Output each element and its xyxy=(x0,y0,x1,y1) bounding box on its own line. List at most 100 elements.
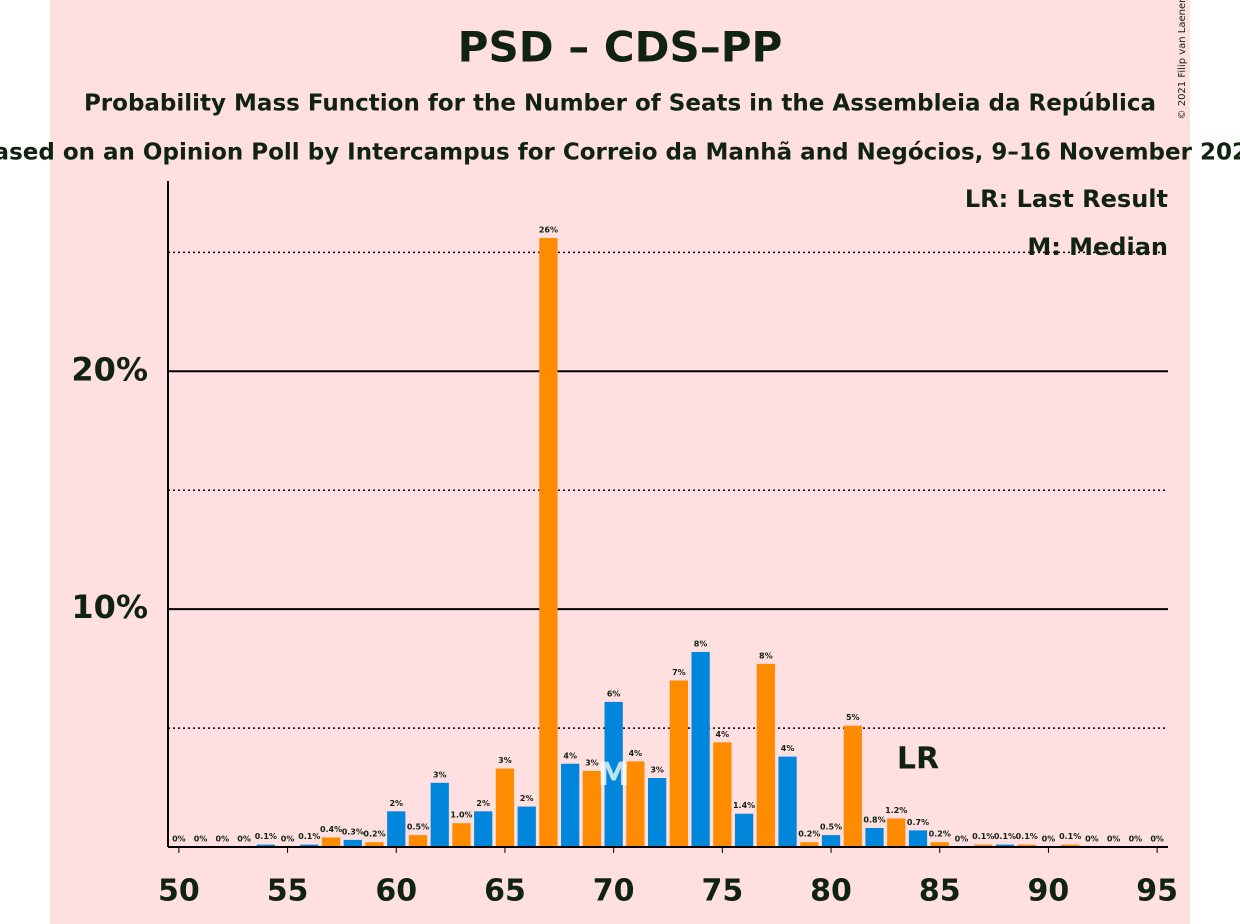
value-label: 1.4% xyxy=(733,801,755,810)
y-tick-label: 10% xyxy=(71,588,148,626)
value-label: 3% xyxy=(650,766,664,775)
value-label: 8% xyxy=(759,651,773,660)
y-tick-label: 20% xyxy=(71,350,148,388)
value-label: 0.7% xyxy=(907,818,929,827)
bar xyxy=(517,806,536,847)
value-label: 5% xyxy=(846,713,860,722)
value-label: 0.4% xyxy=(320,825,342,834)
x-tick-label: 60 xyxy=(375,874,417,909)
value-label: 3% xyxy=(585,758,599,767)
bar xyxy=(669,680,688,847)
x-tick-label: 95 xyxy=(1136,874,1178,909)
value-label: 8% xyxy=(694,639,708,648)
value-label: 0.2% xyxy=(798,830,820,839)
value-label: 2% xyxy=(520,794,534,803)
x-tick-label: 75 xyxy=(701,874,743,909)
x-tick-label: 85 xyxy=(919,874,961,909)
bar xyxy=(604,701,623,847)
bar xyxy=(300,844,319,847)
bar xyxy=(778,756,797,847)
median-marker: M xyxy=(598,755,630,793)
bar xyxy=(539,238,558,848)
value-label: 0.3% xyxy=(342,827,364,836)
value-label: 0.5% xyxy=(820,823,842,832)
value-label: 4% xyxy=(781,744,795,753)
bar xyxy=(865,827,884,847)
bar xyxy=(887,818,906,847)
value-label: 2% xyxy=(389,799,403,808)
bar xyxy=(430,782,449,847)
value-label: 7% xyxy=(672,668,686,677)
chart-subtitle: Probability Mass Function for the Number… xyxy=(84,91,1156,117)
value-label: 0.1% xyxy=(298,832,320,841)
bar xyxy=(561,763,580,847)
bar xyxy=(387,811,406,847)
bar xyxy=(930,842,949,847)
x-tick-label: 70 xyxy=(593,874,635,909)
value-label: 1.2% xyxy=(885,806,907,815)
bar xyxy=(408,835,428,847)
x-tick-label: 55 xyxy=(267,874,309,909)
bar xyxy=(495,768,515,847)
bar xyxy=(713,742,732,847)
legend-entry: LR: Last Result xyxy=(965,185,1168,213)
x-tick-label: 90 xyxy=(1028,874,1070,909)
bar xyxy=(821,835,841,847)
value-label: 0% xyxy=(1085,835,1099,844)
bar xyxy=(691,651,710,847)
x-tick-label: 50 xyxy=(158,874,200,909)
value-label: 0% xyxy=(172,835,186,844)
bar xyxy=(626,761,645,847)
value-label: 0.1% xyxy=(255,832,277,841)
bar xyxy=(995,844,1015,847)
value-label: 3% xyxy=(498,756,512,765)
value-label: 0.8% xyxy=(863,815,885,824)
value-label: 0% xyxy=(281,835,295,844)
value-label: 0.1% xyxy=(994,832,1016,841)
value-label: 0% xyxy=(1129,835,1143,844)
value-label: 3% xyxy=(433,770,447,779)
bar xyxy=(452,823,471,847)
bar xyxy=(800,842,819,847)
value-label: 0.2% xyxy=(363,830,385,839)
value-label: 0% xyxy=(194,835,208,844)
bar xyxy=(756,663,775,847)
bar xyxy=(321,837,341,847)
x-tick-label: 80 xyxy=(810,874,852,909)
value-label: 2% xyxy=(476,799,490,808)
value-label: 0% xyxy=(1107,835,1121,844)
legend-entry: M: Median xyxy=(1027,233,1168,261)
bar xyxy=(474,811,493,847)
value-label: 0% xyxy=(237,835,251,844)
copyright: © 2021 Filip van Laenen xyxy=(1177,0,1188,119)
last-result-marker: LR xyxy=(897,742,939,777)
value-label: 0% xyxy=(216,835,230,844)
value-label: 1.0% xyxy=(450,811,472,820)
bar xyxy=(343,839,362,847)
value-label: 0% xyxy=(955,835,969,844)
value-label: 4% xyxy=(563,751,577,760)
value-label: 0.2% xyxy=(929,830,951,839)
value-label: 0.1% xyxy=(1016,832,1038,841)
bar xyxy=(1017,844,1036,847)
value-label: 0.1% xyxy=(972,832,994,841)
bar xyxy=(365,842,384,847)
bar xyxy=(734,813,754,847)
bar xyxy=(648,778,667,847)
x-tick-label: 65 xyxy=(484,874,526,909)
value-label: 4% xyxy=(716,730,730,739)
bar xyxy=(1061,844,1080,847)
bar xyxy=(908,830,928,847)
value-label: 4% xyxy=(629,749,643,758)
chart-subtitle: Based on an Opinion Poll by Intercampus … xyxy=(0,140,1240,166)
bar xyxy=(974,844,993,847)
value-label: 0.5% xyxy=(407,823,429,832)
value-label: 6% xyxy=(607,689,621,698)
value-label: 26% xyxy=(539,226,558,235)
bar xyxy=(582,770,602,847)
bar xyxy=(256,844,275,847)
chart-title: PSD – CDS–PP xyxy=(458,23,783,72)
bar xyxy=(843,725,862,847)
value-label: 0% xyxy=(1150,835,1164,844)
